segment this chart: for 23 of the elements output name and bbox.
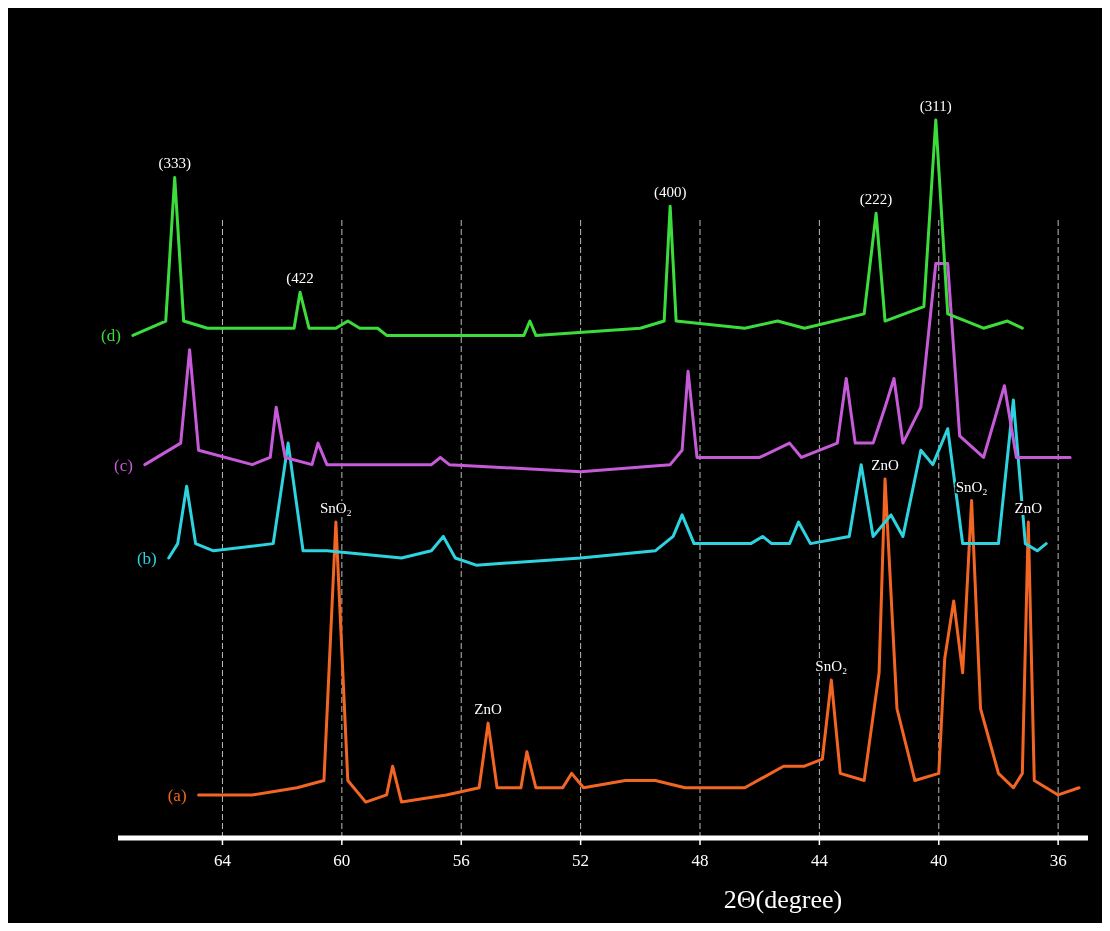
series-label: (a) — [167, 785, 187, 805]
annotation: SnO₂ — [815, 658, 848, 675]
annotation: (422 — [286, 270, 314, 288]
x-axis-title: 2Θ(degree) — [723, 885, 843, 914]
x-tick-label: 48 — [691, 851, 709, 870]
x-tick-label: 44 — [810, 851, 829, 870]
annotation: ZnO — [474, 701, 502, 718]
annotation: (222) — [859, 191, 893, 209]
x-tick-label: 40 — [930, 851, 948, 870]
annotation: (333) — [158, 155, 191, 173]
series-label: (b) — [136, 548, 157, 568]
annotation: ZnO — [871, 457, 899, 473]
annotation: (400) — [653, 184, 687, 202]
series-label: (d) — [101, 326, 121, 346]
x-tick-label: 56 — [452, 851, 470, 870]
annotation: (311) — [919, 98, 952, 115]
x-tick-label: 64 — [213, 851, 232, 870]
x-tick-label: 36 — [1049, 851, 1067, 870]
annotation: SnO₂ — [955, 478, 988, 495]
annotation: SnO₂ — [319, 500, 352, 517]
x-tick-label: 52 — [572, 851, 590, 870]
x-tick-label: 60 — [333, 851, 351, 870]
series-label: (c) — [113, 455, 133, 475]
